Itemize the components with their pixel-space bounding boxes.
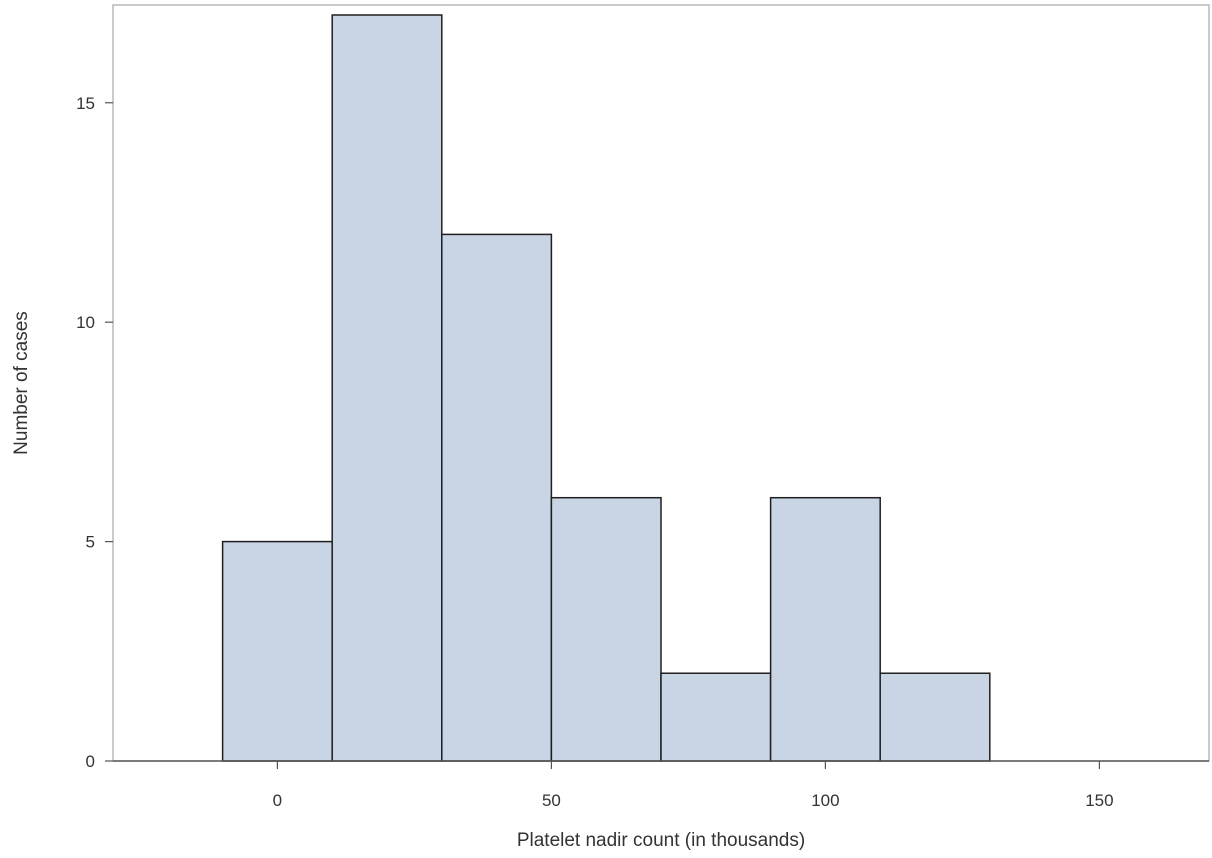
histogram-bar-6 [879,672,991,762]
histogram-bar-5 [769,496,881,762]
y-tick-label: 5 [86,533,95,552]
x-axis-label: Platelet nadir count (in thousands) [517,830,805,851]
x-ticks-group: 0 50 100 150 [273,761,1114,810]
x-tick-label: 100 [811,791,839,810]
x-tick-label: 50 [542,791,561,810]
y-tick-label: 10 [76,313,95,332]
y-tick-label: 0 [86,752,95,771]
bars-group [221,14,991,762]
histogram-bar-2 [441,233,553,762]
histogram-bar-0 [221,540,333,762]
y-ticks-group: 0 5 10 15 [76,94,113,771]
x-tick-label: 150 [1085,791,1113,810]
histogram-bar-4 [660,672,772,762]
histogram-bar-3 [550,496,662,762]
y-axis-label: Number of cases [11,311,32,455]
histogram-bar-1 [331,14,443,762]
x-tick-label: 0 [273,791,282,810]
y-tick-label: 15 [76,94,95,113]
